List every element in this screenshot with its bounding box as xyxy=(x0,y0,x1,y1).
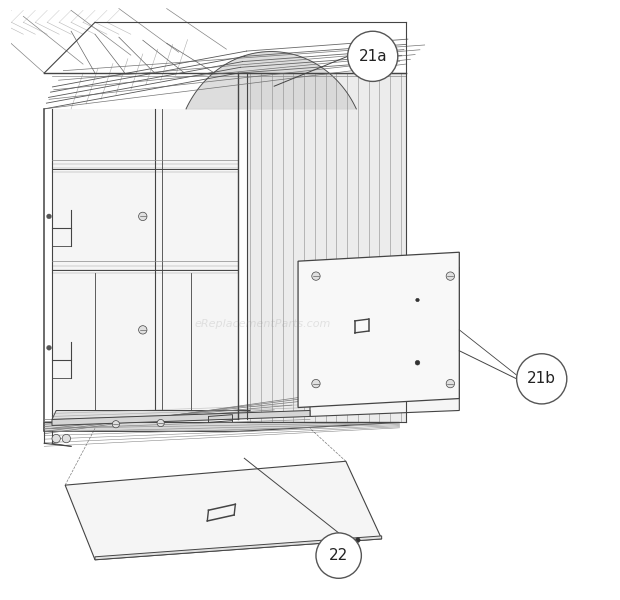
Circle shape xyxy=(355,538,360,542)
Circle shape xyxy=(312,272,320,280)
Circle shape xyxy=(446,272,454,280)
Circle shape xyxy=(112,421,120,428)
Circle shape xyxy=(312,379,320,388)
Polygon shape xyxy=(186,52,356,109)
Circle shape xyxy=(348,31,398,82)
Polygon shape xyxy=(52,410,310,425)
Circle shape xyxy=(62,434,71,443)
Polygon shape xyxy=(95,536,382,560)
Circle shape xyxy=(516,354,567,404)
Circle shape xyxy=(46,214,51,219)
Circle shape xyxy=(446,379,454,388)
Circle shape xyxy=(139,212,147,221)
Polygon shape xyxy=(247,73,405,422)
Circle shape xyxy=(46,346,51,350)
Circle shape xyxy=(139,326,147,334)
Circle shape xyxy=(316,533,361,578)
Polygon shape xyxy=(44,422,399,431)
Polygon shape xyxy=(298,252,459,407)
Text: 21b: 21b xyxy=(527,371,556,386)
Circle shape xyxy=(415,298,419,302)
Polygon shape xyxy=(52,109,238,419)
Polygon shape xyxy=(310,267,459,416)
Text: eReplacementParts.com: eReplacementParts.com xyxy=(194,319,330,329)
Circle shape xyxy=(52,434,60,443)
Text: 22: 22 xyxy=(329,548,348,563)
Circle shape xyxy=(157,419,164,427)
Circle shape xyxy=(415,361,420,365)
Polygon shape xyxy=(65,461,382,560)
Polygon shape xyxy=(52,410,250,419)
Text: 21a: 21a xyxy=(358,49,387,64)
